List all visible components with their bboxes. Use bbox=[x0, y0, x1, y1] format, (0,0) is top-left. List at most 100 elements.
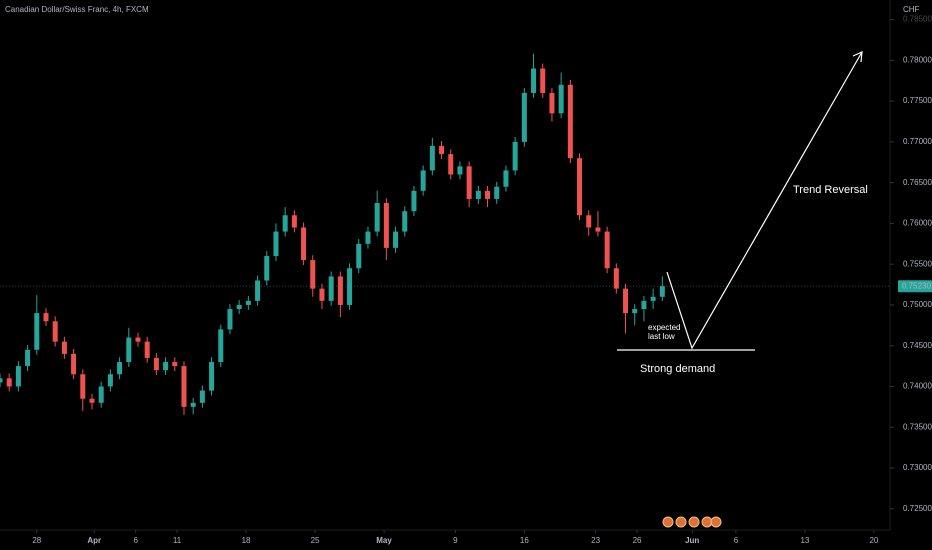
candle-body bbox=[466, 166, 472, 199]
y-tick-label: 0.78500 bbox=[903, 15, 932, 24]
candle-body bbox=[383, 203, 389, 248]
candle-body bbox=[245, 300, 251, 305]
candle-body bbox=[15, 366, 21, 387]
x-tick-label: 13 bbox=[800, 536, 809, 545]
y-tick-label: 0.74000 bbox=[903, 382, 932, 391]
x-tick-label: Jun bbox=[685, 536, 699, 545]
last-price-label: 0.75230 bbox=[902, 281, 931, 290]
candle-body bbox=[0, 378, 3, 383]
candle-body bbox=[549, 92, 555, 114]
candle-body bbox=[485, 190, 491, 199]
candle-body bbox=[135, 337, 141, 342]
candle-body bbox=[632, 309, 638, 314]
candle-body bbox=[117, 362, 123, 375]
x-tick-label: 16 bbox=[520, 536, 529, 545]
candle-body bbox=[52, 321, 58, 342]
y-tick-label: 0.72500 bbox=[903, 504, 932, 513]
candle-body bbox=[264, 256, 270, 281]
candle-body bbox=[43, 313, 49, 322]
candle-body bbox=[273, 231, 279, 257]
y-tick-label: 0.77000 bbox=[903, 137, 932, 146]
y-tick-label: 0.74500 bbox=[903, 341, 932, 350]
candle-body bbox=[25, 349, 31, 367]
y-tick-label: 0.77500 bbox=[903, 96, 932, 105]
projection-path bbox=[666, 51, 863, 350]
candle-body bbox=[393, 231, 399, 248]
candle-body bbox=[650, 296, 656, 301]
candle-body bbox=[457, 166, 463, 175]
candle-body bbox=[567, 84, 573, 159]
trend-annotation: Trend Reversal bbox=[793, 184, 868, 196]
candle-body bbox=[540, 68, 546, 93]
candle-body bbox=[328, 276, 334, 301]
candle-body bbox=[337, 276, 343, 305]
candle-body bbox=[144, 341, 150, 358]
candle-body bbox=[236, 304, 242, 310]
candle-body bbox=[604, 231, 610, 269]
candle-body bbox=[319, 288, 325, 301]
x-tick-label: May bbox=[376, 536, 392, 545]
candle-body bbox=[6, 378, 12, 387]
candle-body bbox=[218, 329, 224, 363]
candle-body bbox=[595, 227, 601, 232]
x-tick-label: 11 bbox=[173, 536, 182, 545]
last-price-box bbox=[898, 280, 932, 293]
candle-body bbox=[310, 260, 316, 289]
candle-body bbox=[98, 386, 104, 403]
candle-body bbox=[402, 211, 408, 232]
candle-body bbox=[153, 357, 159, 371]
candle-body bbox=[199, 390, 205, 403]
y-tick-label: 0.73000 bbox=[903, 463, 932, 472]
y-tick-label: 0.75500 bbox=[903, 259, 932, 268]
x-tick-label: 28 bbox=[32, 536, 41, 545]
drawings bbox=[617, 51, 863, 351]
candle-body bbox=[71, 353, 77, 375]
candle-body bbox=[439, 145, 445, 155]
arrow-head bbox=[852, 51, 863, 63]
candle-body bbox=[209, 362, 215, 391]
candle-body bbox=[531, 68, 537, 93]
candle-body bbox=[586, 215, 592, 228]
candle-body bbox=[623, 288, 629, 314]
candle-body bbox=[356, 243, 362, 269]
x-tick-label: Apr bbox=[87, 536, 101, 545]
event-icon[interactable] bbox=[675, 516, 687, 528]
candle-body bbox=[34, 313, 40, 350]
x-tick-label: 20 bbox=[869, 536, 878, 545]
event-icon[interactable] bbox=[662, 516, 674, 528]
x-tick-label: 26 bbox=[633, 536, 642, 545]
y-tick-label: 0.75000 bbox=[903, 300, 932, 309]
y-tick-label: 0.78000 bbox=[903, 55, 932, 64]
candle-body bbox=[126, 337, 132, 363]
y-tick-label: 0.76000 bbox=[903, 219, 932, 228]
candle-body bbox=[172, 362, 178, 367]
candle-body bbox=[558, 84, 564, 114]
candle-body bbox=[107, 374, 113, 387]
candle-body bbox=[420, 170, 426, 191]
candle-body bbox=[365, 231, 371, 244]
x-tick-label: 6 bbox=[734, 536, 739, 545]
event-icons bbox=[662, 516, 722, 528]
event-icon[interactable] bbox=[688, 516, 700, 528]
candle-body bbox=[61, 341, 67, 354]
candle-body bbox=[181, 366, 187, 407]
candle-body bbox=[494, 186, 500, 199]
demand-annotation: Strong demand bbox=[640, 363, 715, 375]
candle-body bbox=[429, 145, 435, 171]
candle-body bbox=[475, 190, 481, 199]
candle-body bbox=[512, 141, 518, 171]
candle-body bbox=[613, 268, 619, 289]
x-tick-label: 6 bbox=[133, 536, 138, 545]
candle-body bbox=[411, 190, 417, 212]
candle-body bbox=[503, 170, 509, 187]
event-icon[interactable] bbox=[710, 516, 722, 528]
chart-title: Canadian Dollar/Swiss Franc, 4h, FXCM bbox=[5, 5, 149, 14]
x-tick-label: 23 bbox=[591, 536, 600, 545]
candles bbox=[0, 53, 665, 416]
candle-body bbox=[163, 362, 169, 371]
y-tick-label: 0.76500 bbox=[903, 178, 932, 187]
candle-body bbox=[255, 280, 261, 301]
x-tick-label: 25 bbox=[311, 536, 320, 545]
